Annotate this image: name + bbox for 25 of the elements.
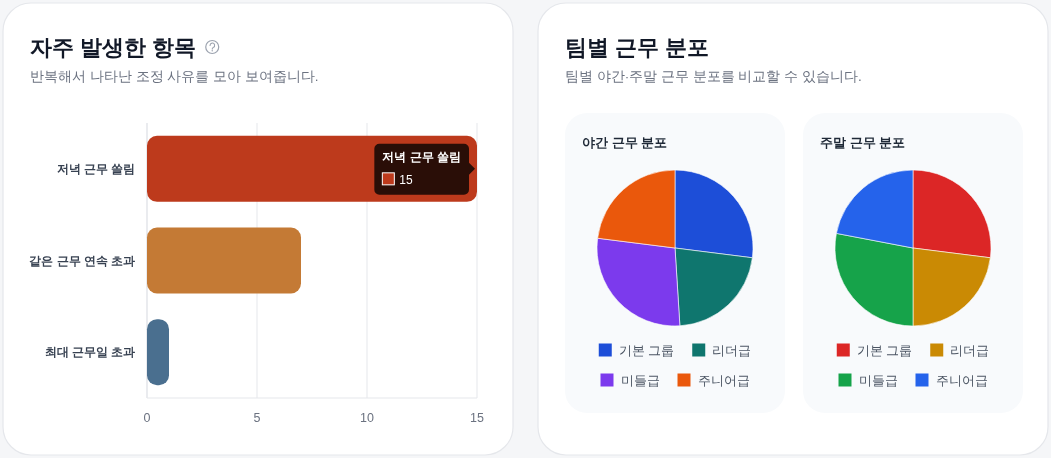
chart-subtitle: 반복해서 나타난 조정 사유를 모아 보여줍니다. [30, 69, 319, 84]
legend-label: 기본 그룹 [856, 343, 913, 358]
bar [147, 227, 301, 294]
legend-label: 리더급 [712, 343, 752, 358]
legend-label: 미들급 [858, 373, 898, 388]
y-tick-label: 같은 근무 연속 초과 [29, 254, 135, 268]
x-tick-label: 0 [143, 411, 151, 425]
y-tick-label: 최대 근무일 초과 [44, 346, 135, 359]
text: 팀별 근무 분포 [565, 35, 710, 60]
text: 팀별 야간·주말 근무 분포를 비교할 수 있습니다. [565, 69, 862, 84]
data-label: 15 [399, 172, 413, 187]
x-tick-label: 10 [360, 411, 374, 425]
legend-label: 리더급 [950, 343, 990, 358]
x-tick-label: 5 [253, 411, 261, 425]
x-tick-label: 15 [470, 411, 484, 425]
legend-label: 주니어급 [697, 373, 750, 388]
annotation: 저녁 근무 쏠림 [382, 149, 461, 164]
chart-title: 야간 근무 분포 [582, 135, 668, 150]
chart-title: 주말 근무 분포 [820, 135, 906, 150]
legend-label: 주니어급 [935, 373, 988, 388]
chart-title: 자주 발생한 항목 [30, 35, 197, 60]
legend-label: 기본 그룹 [618, 343, 675, 358]
legend-label: 미들급 [620, 373, 660, 388]
y-tick-label: 저녁 근무 쏠림 [56, 162, 135, 176]
bar [147, 319, 169, 386]
